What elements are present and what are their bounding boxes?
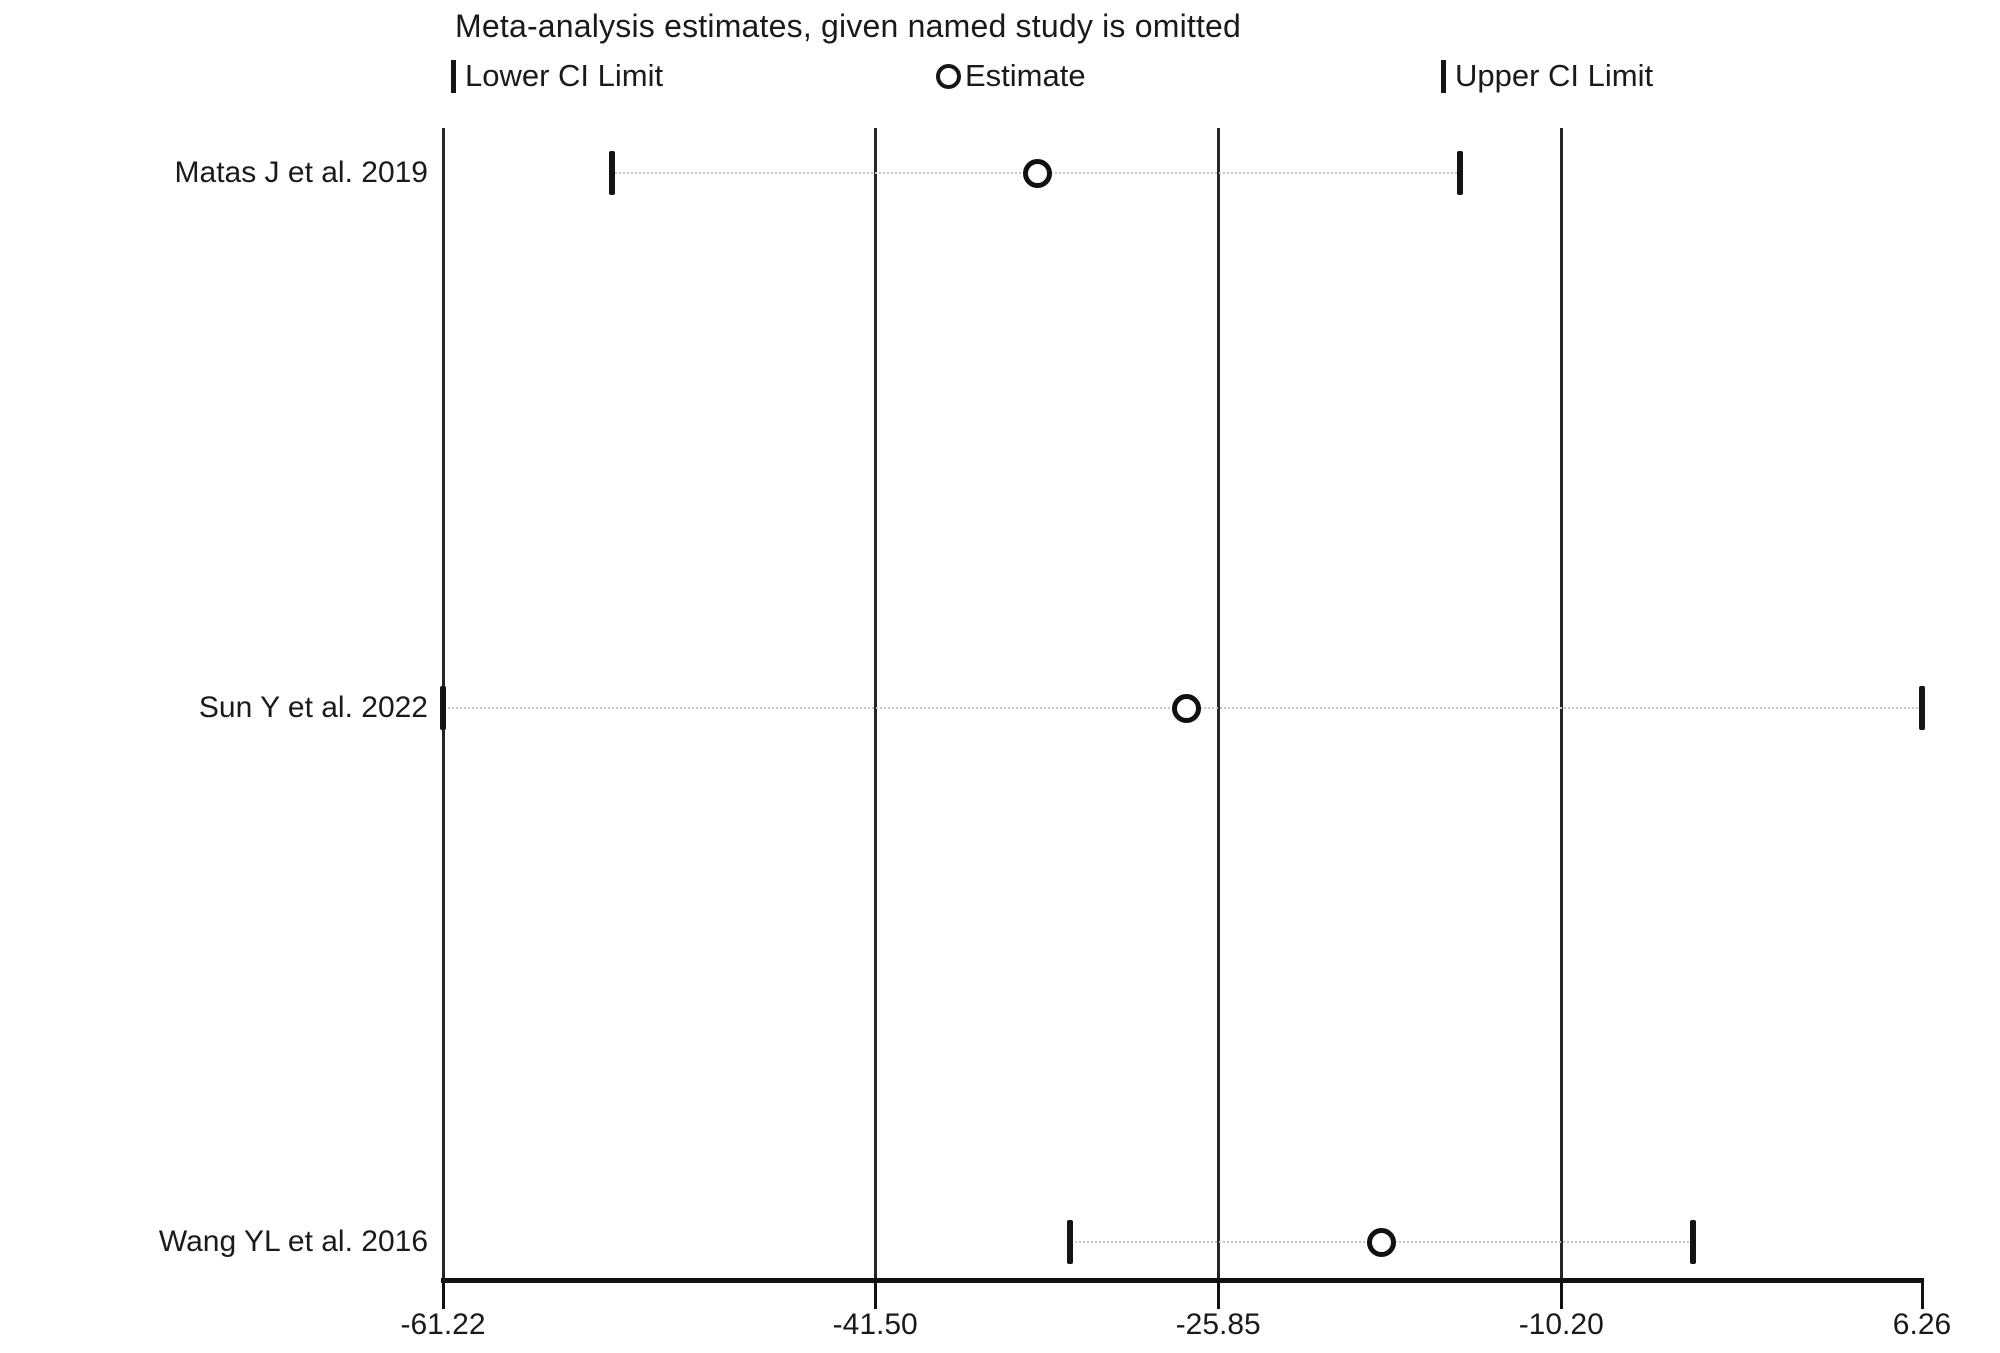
x-axis-tick-label: 6.26 <box>1892 1308 1952 1341</box>
x-axis-tick-label: -41.50 <box>832 1308 918 1341</box>
x-axis-line <box>441 1278 1924 1283</box>
legend-estimate: Estimate <box>936 54 1086 98</box>
estimate-marker <box>1022 158 1052 188</box>
study-label: Matas J et al. 2019 <box>174 156 428 189</box>
x-axis-tick <box>873 1283 877 1309</box>
lower-ci-tick <box>609 151 616 195</box>
x-axis-tick-label: -25.85 <box>1175 1308 1261 1341</box>
x-axis-tick <box>441 1283 445 1309</box>
legend-estimate-label: Estimate <box>965 58 1086 93</box>
legend-upper-ci-label: Upper CI Limit <box>1455 58 1654 93</box>
upper-ci-tick <box>1689 1220 1696 1264</box>
legend-lower-ci-label: Lower CI Limit <box>465 58 664 93</box>
legend-upper-ci: Upper CI Limit <box>1441 54 1653 98</box>
upper-ci-tick-icon <box>1441 59 1446 93</box>
reference-line-1 <box>873 128 877 1281</box>
x-axis-tick-label: -10.20 <box>1518 1308 1604 1341</box>
x-axis-tick <box>1216 1283 1220 1309</box>
legend-lower-ci: Lower CI Limit <box>451 54 663 98</box>
lower-ci-tick <box>440 686 446 730</box>
study-label: Wang YL et al. 2016 <box>158 1225 428 1258</box>
reference-line-2 <box>1216 128 1220 1281</box>
chart-title: Meta-analysis estimates, given named stu… <box>455 8 1242 44</box>
study-label: Sun Y et al. 2022 <box>198 691 428 724</box>
estimate-circle-icon <box>936 63 961 89</box>
estimate-marker <box>1171 693 1201 723</box>
lower-ci-tick-icon <box>451 59 456 93</box>
upper-ci-tick <box>1919 686 1925 730</box>
x-axis-tick <box>1559 1283 1563 1309</box>
x-axis-tick <box>1920 1283 1924 1309</box>
estimate-marker <box>1367 1227 1396 1257</box>
upper-ci-tick <box>1457 151 1464 195</box>
reference-line-3 <box>1559 128 1563 1281</box>
x-axis-tick-label: -61.22 <box>400 1308 486 1341</box>
lower-ci-tick <box>1067 1220 1074 1264</box>
